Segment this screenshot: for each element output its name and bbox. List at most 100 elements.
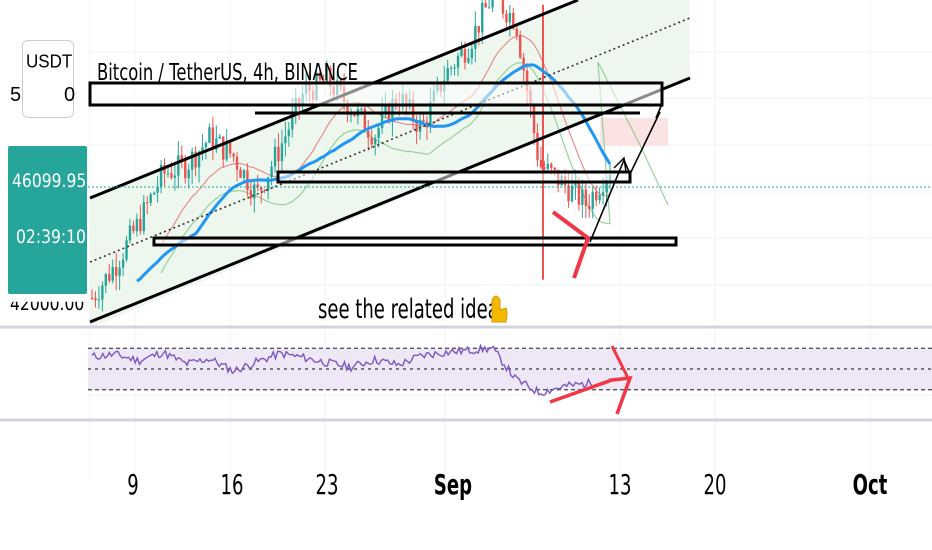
candle-body	[491, 0, 494, 8]
candle-body	[598, 195, 601, 201]
candle-body	[159, 164, 163, 187]
channel-fill	[90, 0, 690, 328]
candle-body	[367, 131, 370, 138]
candle-body	[184, 159, 187, 179]
divergence-arrow[interactable]	[551, 210, 591, 279]
candle-body	[567, 185, 570, 202]
candle-body	[536, 133, 539, 161]
x-tick-label: 20	[704, 469, 727, 501]
candle-body	[211, 127, 215, 150]
candle-body	[249, 190, 253, 199]
candle-body	[605, 180, 608, 193]
candle-body	[525, 70, 529, 91]
candle-body	[208, 127, 211, 143]
candle-body	[553, 167, 556, 170]
candle-body	[149, 194, 152, 203]
candle-body	[97, 299, 101, 301]
scale-digit-left: 5	[10, 84, 22, 106]
support-zone[interactable]	[152, 236, 678, 247]
rsi-pane	[88, 343, 932, 415]
candle-body	[204, 142, 208, 148]
candle-body	[94, 298, 97, 300]
pointing-hand-icon	[491, 295, 508, 323]
candle-body	[287, 129, 291, 137]
candle-body	[532, 106, 536, 134]
rsi-divergence-arrow-top	[610, 345, 630, 379]
candle-body	[322, 79, 325, 82]
candle-body	[601, 192, 605, 196]
symbol-title: Bitcoin / TetherUS, 4h, BINANCE	[97, 58, 358, 86]
x-tick-label: 13	[609, 469, 632, 501]
rsi-divergence-arrow[interactable]	[549, 375, 633, 415]
candle-body	[201, 147, 204, 152]
candle-body	[346, 101, 349, 115]
x-tick-label: 9	[127, 469, 138, 501]
rsi-line	[91, 343, 611, 397]
candle-body	[104, 274, 108, 286]
candle-body	[467, 58, 470, 63]
candle-body	[225, 141, 228, 160]
candle-body	[363, 108, 367, 132]
candle-body	[135, 218, 139, 232]
candle-body	[456, 55, 460, 68]
candle-body	[508, 12, 512, 23]
low-price-label: 42000.00	[10, 293, 85, 315]
currency-box[interactable]	[22, 40, 74, 118]
x-tick-label: 23	[316, 469, 339, 501]
candle-body	[546, 163, 550, 169]
candle-body	[380, 111, 384, 129]
candle-body	[515, 28, 518, 36]
candle-body	[453, 67, 456, 69]
currency-label: USDT	[26, 51, 73, 72]
candle-body	[121, 259, 125, 268]
candle-body	[180, 155, 183, 160]
candle-body	[325, 68, 329, 82]
candle-body	[384, 104, 387, 112]
candle-body	[522, 57, 525, 71]
candle-body	[422, 119, 425, 122]
price-badge[interactable]	[8, 146, 87, 294]
candle-body	[228, 141, 232, 154]
candle-body	[263, 189, 266, 191]
candle-body	[156, 186, 159, 193]
candle-body	[415, 121, 418, 132]
candle-body	[487, 7, 491, 9]
projection-arrow-head	[647, 103, 664, 119]
resistance-zone[interactable]	[88, 81, 664, 107]
candle-body	[349, 114, 353, 116]
candle-body	[142, 202, 145, 232]
candle-body	[146, 202, 149, 204]
candle-body	[418, 119, 422, 132]
candle-body	[90, 297, 94, 299]
mid-zone[interactable]	[276, 170, 632, 184]
related-idea-note: see the related idea	[318, 295, 499, 325]
candle-body	[235, 156, 239, 170]
candle-body	[277, 146, 280, 162]
candle-body	[588, 205, 591, 209]
current-price-label: 46099.95	[12, 170, 87, 192]
candle-body	[253, 184, 256, 199]
candle-body	[118, 267, 121, 276]
candle-body	[273, 146, 277, 167]
candle-body	[166, 173, 170, 175]
candle-body	[111, 266, 114, 281]
channel-lower-line[interactable]	[89, 76, 691, 324]
candle-body	[505, 13, 508, 23]
candle-body	[581, 189, 584, 205]
candle-body	[474, 25, 477, 49]
candle-body	[512, 12, 515, 29]
candle-body	[519, 35, 522, 58]
candle-body	[539, 160, 543, 168]
candle-body	[284, 136, 287, 144]
candle-body	[574, 181, 577, 186]
candle-body	[101, 285, 104, 300]
projection-arrow[interactable]	[589, 111, 661, 243]
x-tick-label: Sep	[434, 469, 472, 501]
candle-body	[239, 169, 242, 178]
candle-body	[329, 68, 332, 87]
candle-body	[266, 177, 270, 191]
candle-body	[411, 99, 415, 122]
candle-body	[218, 136, 221, 139]
candle-body	[260, 187, 263, 190]
